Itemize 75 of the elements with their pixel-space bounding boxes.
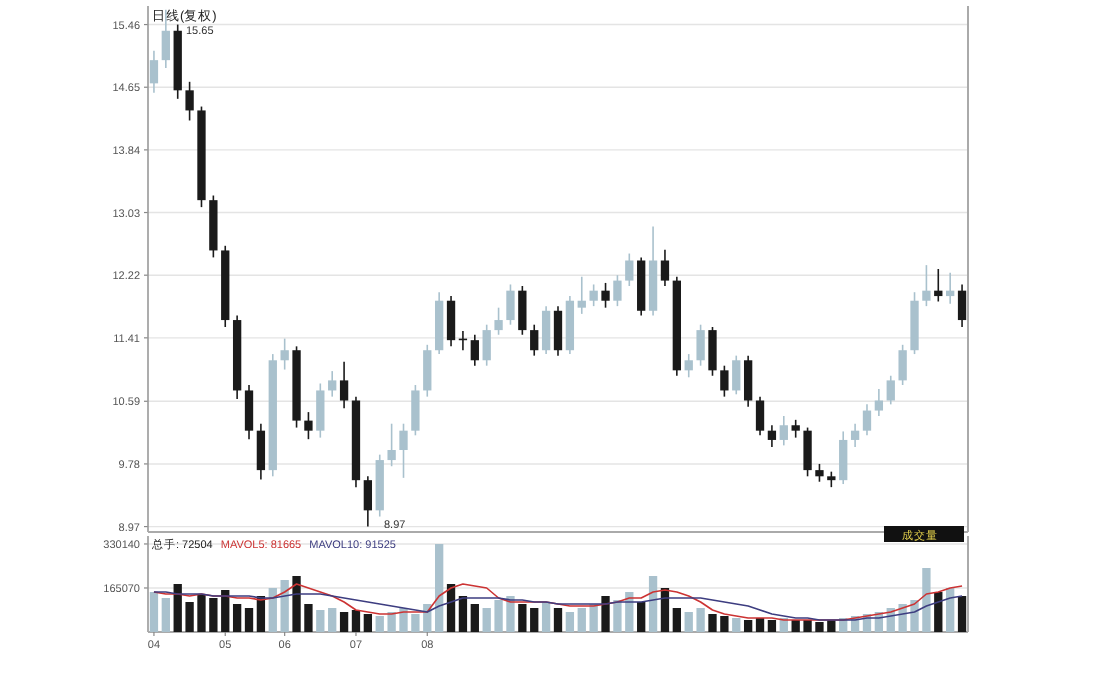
bar: [957, 596, 967, 632]
candlestick: [720, 364, 729, 398]
bar: [946, 588, 955, 632]
candlestick: [886, 374, 895, 406]
candlestick: [482, 323, 491, 367]
candlestick: [316, 382, 325, 439]
bar: [732, 618, 741, 632]
candlestick: [660, 248, 670, 287]
bar: [351, 610, 361, 632]
candlestick: [922, 264, 931, 307]
candlestick: [743, 354, 753, 408]
bar: [553, 608, 563, 632]
candlestick: [399, 422, 408, 479]
bar: [934, 592, 943, 632]
candlestick: [244, 384, 254, 440]
candlestick: [446, 295, 456, 348]
candlestick: [494, 306, 503, 336]
candlestick: [708, 326, 717, 377]
candlestick: [530, 323, 539, 357]
candlestick: [898, 344, 907, 386]
bar: [565, 612, 575, 632]
bar: [648, 576, 658, 632]
candlestick: [696, 323, 705, 367]
candlestick: [874, 388, 884, 417]
bar: [244, 608, 254, 632]
candlestick: [589, 283, 598, 307]
bar: [268, 588, 277, 632]
bar: [161, 598, 170, 632]
candlestick: [470, 333, 479, 367]
bar: [767, 620, 777, 632]
candlestick: [506, 283, 515, 326]
candlestick: [328, 370, 337, 398]
candlestick: [363, 475, 373, 528]
candlestick: [732, 354, 741, 396]
bar: [637, 602, 646, 632]
bar: [601, 596, 610, 632]
candlestick: [601, 282, 610, 309]
candlestick: [541, 305, 551, 355]
candlestick: [839, 430, 848, 485]
bar: [458, 596, 468, 632]
bar: [339, 612, 349, 632]
candlestick: [850, 422, 860, 448]
candlestick: [779, 415, 788, 447]
bar: [316, 610, 325, 632]
bar: [755, 618, 765, 632]
bar: [743, 620, 753, 632]
candlestick: [411, 384, 420, 437]
bar: [541, 602, 551, 632]
candlestick: [625, 252, 634, 287]
candlestick: [684, 353, 693, 379]
candlestick: [280, 337, 289, 371]
candlestick: [518, 285, 527, 336]
candlestick: [577, 275, 586, 315]
candlestick: [755, 395, 765, 437]
bar: [280, 580, 289, 632]
candlestick: [185, 81, 194, 122]
candlestick: [767, 424, 777, 448]
bar: [435, 544, 444, 632]
line-series: [153, 591, 963, 621]
bar: [363, 614, 373, 632]
bar: [470, 604, 479, 632]
candlestick: [862, 403, 872, 437]
bar: [149, 592, 159, 632]
candlestick: [423, 344, 432, 398]
bar: [328, 608, 337, 632]
candlestick: [304, 411, 313, 440]
candlestick: [339, 361, 349, 410]
bar: [672, 608, 681, 632]
candlestick: [553, 305, 563, 357]
candlestick: [803, 426, 812, 478]
candlestick: [387, 422, 396, 468]
candlestick: [957, 283, 967, 328]
candlestick: [613, 274, 622, 307]
candlestick: [256, 422, 266, 481]
bar: [232, 604, 242, 632]
